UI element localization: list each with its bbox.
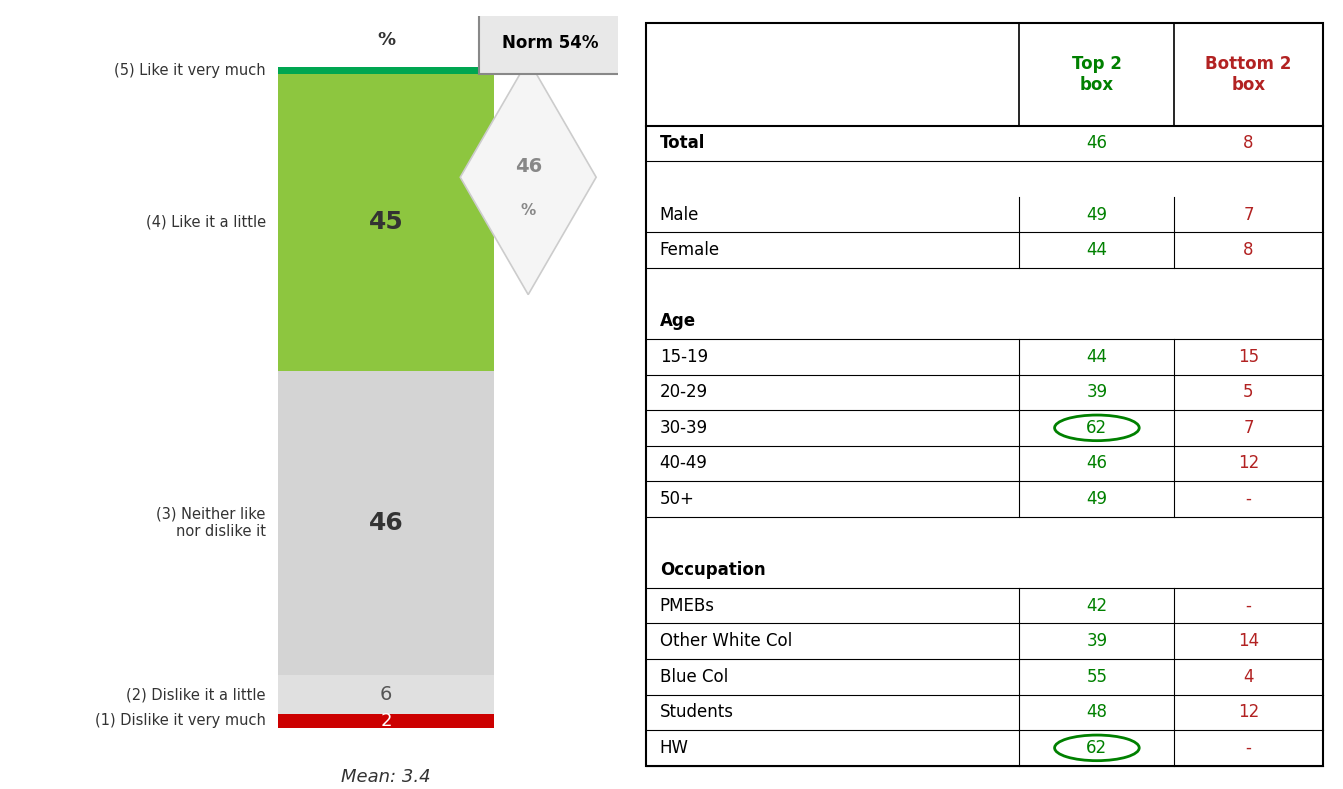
- Text: %: %: [377, 31, 395, 49]
- Text: 45: 45: [369, 211, 403, 234]
- Text: 15-19: 15-19: [659, 348, 708, 366]
- Text: Mean: 3.4: Mean: 3.4: [341, 768, 431, 786]
- Text: 49: 49: [1086, 490, 1108, 508]
- Text: -: -: [1245, 596, 1252, 615]
- Text: 4: 4: [1244, 667, 1254, 686]
- Text: Top 2
box: Top 2 box: [1072, 55, 1121, 94]
- Text: (4) Like it a little: (4) Like it a little: [145, 215, 266, 230]
- Text: Blue Col: Blue Col: [659, 667, 728, 686]
- Text: HW: HW: [659, 739, 689, 757]
- Text: Male: Male: [659, 205, 700, 223]
- Text: -: -: [1245, 739, 1252, 757]
- Text: 7: 7: [1244, 419, 1254, 437]
- Text: PMEBs: PMEBs: [659, 596, 714, 615]
- Text: 2: 2: [380, 712, 392, 730]
- Text: 8: 8: [1244, 134, 1254, 152]
- Text: (2) Dislike it a little: (2) Dislike it a little: [126, 687, 266, 702]
- Text: -: -: [1245, 490, 1252, 508]
- Text: (5) Like it very much: (5) Like it very much: [114, 63, 266, 78]
- Text: 62: 62: [1086, 419, 1108, 437]
- Text: (1) Dislike it very much: (1) Dislike it very much: [95, 713, 266, 728]
- Text: 46: 46: [369, 510, 403, 535]
- Bar: [278, 73, 494, 371]
- Bar: [278, 67, 494, 73]
- Text: 46: 46: [1086, 134, 1108, 152]
- Text: 15: 15: [1238, 348, 1258, 366]
- Text: 40-49: 40-49: [659, 454, 708, 473]
- Text: 50+: 50+: [659, 490, 694, 508]
- Text: 12: 12: [1238, 454, 1260, 473]
- Polygon shape: [461, 60, 596, 294]
- Text: 42: 42: [1086, 596, 1108, 615]
- Text: Students: Students: [659, 703, 733, 721]
- Text: 8: 8: [1244, 241, 1254, 259]
- Text: 6: 6: [380, 685, 392, 704]
- Text: 49: 49: [1086, 205, 1108, 223]
- Text: 30-39: 30-39: [659, 419, 708, 437]
- Text: 46: 46: [514, 157, 541, 176]
- Text: 39: 39: [1086, 632, 1108, 650]
- Text: Total: Total: [659, 134, 705, 152]
- Text: 55: 55: [1086, 667, 1108, 686]
- Text: Norm 54%: Norm 54%: [501, 34, 598, 52]
- Text: (3) Neither like
nor dislike it: (3) Neither like nor dislike it: [156, 507, 266, 539]
- Bar: [278, 714, 494, 727]
- Text: 7: 7: [1244, 205, 1254, 223]
- Text: 5: 5: [1244, 383, 1254, 402]
- Text: 46: 46: [1086, 454, 1108, 473]
- Text: Bottom 2
box: Bottom 2 box: [1205, 55, 1292, 94]
- Text: Age: Age: [659, 312, 696, 330]
- Text: 62: 62: [1086, 739, 1108, 757]
- Text: %: %: [521, 203, 536, 218]
- Text: 44: 44: [1086, 241, 1108, 259]
- Text: 48: 48: [1086, 703, 1108, 721]
- Text: 20-29: 20-29: [659, 383, 708, 402]
- Bar: [278, 675, 494, 714]
- FancyBboxPatch shape: [478, 12, 620, 74]
- Text: 39: 39: [1086, 383, 1108, 402]
- Text: 12: 12: [1238, 703, 1260, 721]
- Text: Occupation: Occupation: [659, 561, 766, 579]
- Text: 14: 14: [1238, 632, 1258, 650]
- Bar: [278, 371, 494, 675]
- Text: Female: Female: [659, 241, 720, 259]
- Text: Other White Col: Other White Col: [659, 632, 792, 650]
- Text: 44: 44: [1086, 348, 1108, 366]
